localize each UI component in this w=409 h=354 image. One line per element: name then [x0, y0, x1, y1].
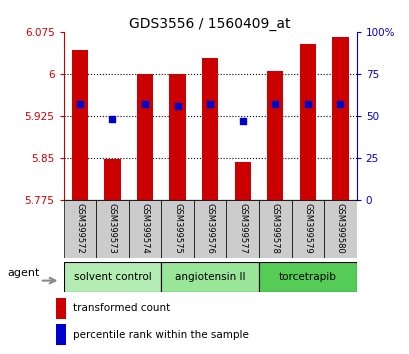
Text: GSM399572: GSM399572	[75, 203, 84, 253]
Bar	[267, 71, 283, 200]
Text: GSM399578: GSM399578	[270, 202, 279, 253]
Bar	[137, 74, 153, 200]
Bar	[72, 50, 88, 200]
Bar	[258, 200, 291, 258]
Bar	[161, 200, 193, 258]
Bar	[234, 162, 250, 200]
Point	[271, 101, 278, 107]
Bar	[226, 200, 258, 258]
Bar	[202, 58, 218, 200]
Text: angiotensin II: angiotensin II	[175, 272, 245, 282]
Bar	[56, 324, 66, 345]
Text: GSM399575: GSM399575	[173, 203, 182, 253]
Text: GSM399577: GSM399577	[238, 202, 247, 253]
Title: GDS3556 / 1560409_at: GDS3556 / 1560409_at	[129, 17, 290, 31]
Point	[239, 118, 245, 124]
Point	[109, 116, 115, 122]
Bar	[128, 200, 161, 258]
Point	[174, 103, 180, 109]
Bar	[193, 200, 226, 258]
Bar	[63, 262, 161, 292]
Bar	[169, 74, 185, 200]
Text: GSM399573: GSM399573	[108, 202, 117, 253]
Point	[336, 101, 343, 107]
Point	[142, 101, 148, 107]
Text: torcetrapib: torcetrapib	[278, 272, 336, 282]
Point	[304, 101, 310, 107]
Bar	[291, 200, 324, 258]
Bar	[331, 38, 348, 200]
Text: GSM399580: GSM399580	[335, 203, 344, 253]
Bar	[96, 200, 128, 258]
Bar	[161, 262, 258, 292]
Bar	[63, 200, 96, 258]
Bar	[299, 44, 315, 200]
Point	[76, 101, 83, 107]
Text: GSM399574: GSM399574	[140, 203, 149, 253]
Text: agent: agent	[7, 268, 39, 278]
Point	[206, 101, 213, 107]
Text: solvent control: solvent control	[73, 272, 151, 282]
Text: transformed count: transformed count	[73, 303, 170, 313]
Bar	[56, 298, 66, 319]
Text: GSM399579: GSM399579	[303, 203, 312, 253]
Bar	[324, 200, 356, 258]
Bar	[258, 262, 356, 292]
Bar	[104, 159, 120, 200]
Text: GSM399576: GSM399576	[205, 202, 214, 253]
Text: percentile rank within the sample: percentile rank within the sample	[73, 330, 248, 339]
